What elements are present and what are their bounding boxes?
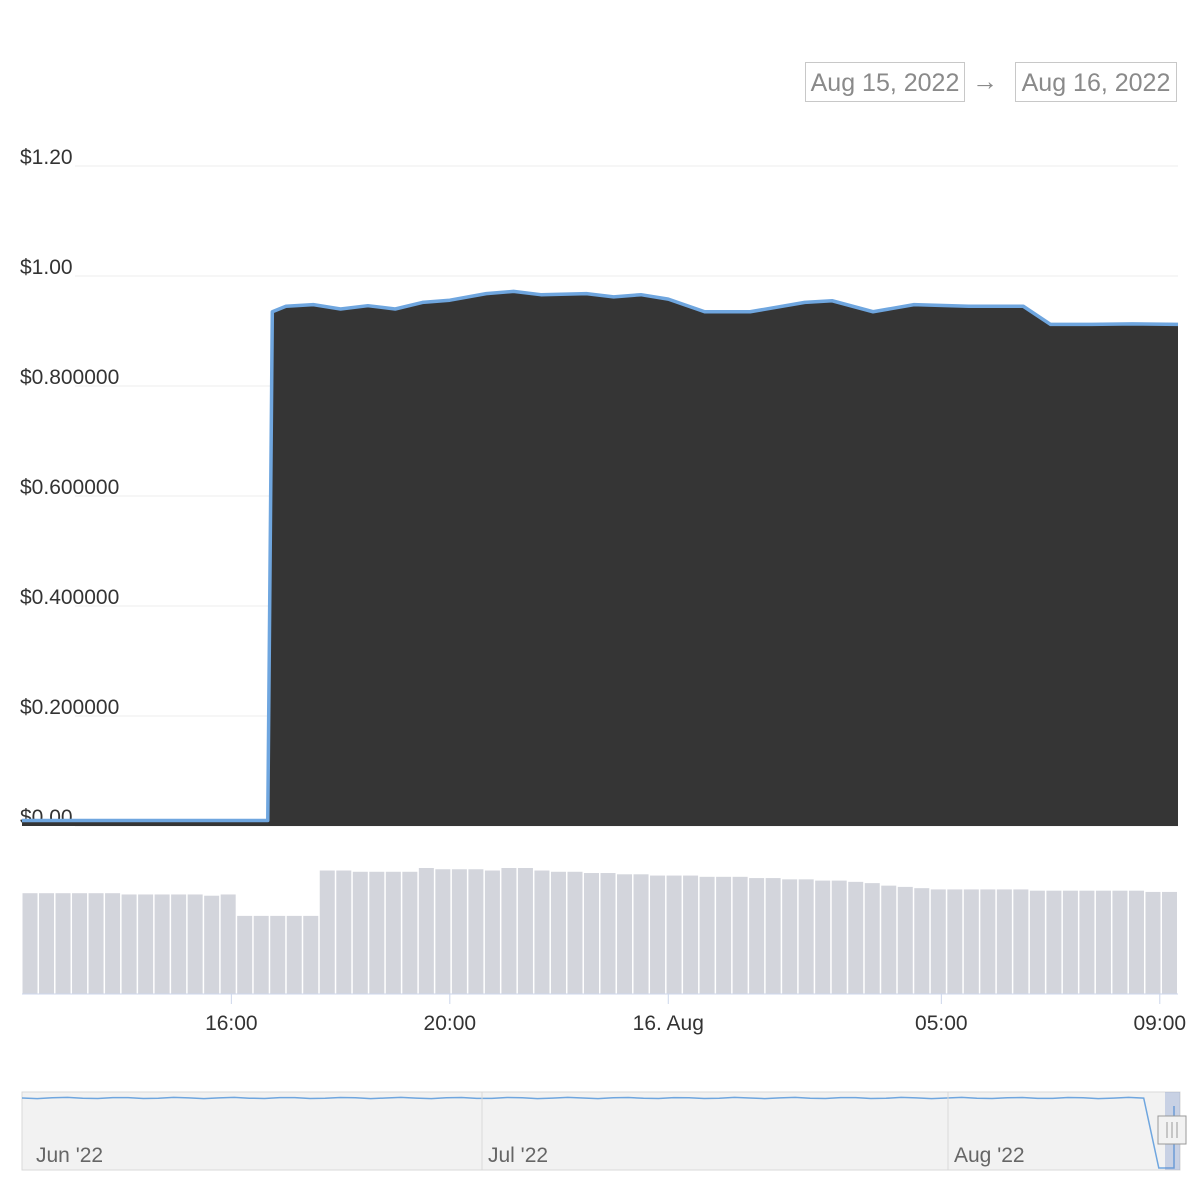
price-area [22,289,1179,826]
volume-bar [980,889,996,994]
volume-bar [831,880,847,994]
volume-bar [765,878,781,994]
volume-bar [138,894,154,994]
volume-bar [881,885,897,994]
price-area-fill [22,291,1178,826]
volume-bar [1095,890,1111,994]
volume-bar [220,894,236,994]
volume-bar [947,889,963,994]
volume-bar [204,895,220,994]
volume-bar [930,889,946,994]
volume-bar [286,915,302,994]
x-tick-label: 20:00 [424,1012,477,1035]
volume-bar [749,878,765,994]
volume-bar [1013,889,1029,994]
volume-bar [88,893,104,994]
volume-bar [517,868,533,994]
volume-bar [319,870,335,994]
navigator-tick-label: Jun '22 [36,1144,103,1167]
y-tick-label: $0.600000 [20,476,119,499]
volume-bar [484,870,500,994]
volume-bar [617,874,633,994]
volume-bar [864,883,880,994]
volume-bar [451,869,467,994]
x-tick-label: 09:00 [1134,1012,1187,1035]
y-tick-label: $1.20 [20,146,73,169]
volume-bar [303,915,319,994]
volume-bar [782,879,798,994]
volume-bar [418,868,434,994]
x-axis: 16:00 20:00 16. Aug 05:00 09:00 [22,993,1187,1035]
volume-bar [336,870,352,994]
volume-bars [22,868,1177,994]
range-arrow: → [972,66,998,96]
volume-bar [55,893,71,994]
volume-bar [369,871,385,994]
range-to-input[interactable]: Aug 16, 2022 [1015,62,1177,102]
volume-bar [633,874,649,994]
y-tick-label: $0.400000 [20,586,119,609]
navigator-background [21,1091,1181,1171]
y-tick-label: $1.00 [20,256,73,279]
navigator: Jun '22 Jul '22 Aug '22 [21,1091,1187,1171]
price-line [22,289,1179,823]
volume-bar [550,871,566,994]
y-axis-labels: $1.20 $1.00 $0.800000 $0.600000 $0.400000 $0.… [20,146,119,829]
volume-bar [105,893,121,994]
volume-bar [237,915,253,994]
volume-bar [848,881,864,994]
volume-bar [815,880,831,994]
volume-bar [567,871,583,994]
volume-bar [963,889,979,994]
volume-bar [1145,891,1161,994]
volume-bar [897,886,913,994]
volume-bar [22,893,38,994]
volume-bar [1029,890,1045,994]
volume-bar [253,915,269,994]
volume-bar [650,875,666,994]
volume-bar [385,871,401,994]
volume-bar [583,873,599,994]
navigator-line [21,1096,1175,1169]
navigator-tick-label: Jul '22 [488,1144,548,1167]
navigator-tick-label: Aug '22 [954,1144,1025,1167]
x-tick-label: 16. Aug [633,1012,704,1035]
volume-bar [914,888,930,994]
volume-bar [154,894,170,994]
volume-bar [600,873,616,994]
volume-bar [171,894,187,994]
volume-bar [1161,891,1177,994]
volume-bar [666,875,682,994]
volume-bar [39,893,55,994]
volume-bar [683,875,699,994]
y-tick-label: $0.200000 [20,696,119,719]
volume-bar [501,868,517,994]
y-tick-label: $0.800000 [20,366,119,389]
volume-bar [72,893,88,994]
volume-bar [187,894,203,994]
volume-bar [468,869,484,994]
volume-bar [1128,890,1144,994]
volume-bar [1062,890,1078,994]
volume-bar [402,871,418,994]
volume-bar [1112,890,1128,994]
x-tick-label: 16:00 [205,1012,258,1035]
range-from-input[interactable]: Aug 15, 2022 [805,62,965,102]
volume-bar [534,870,550,994]
volume-bar [121,894,137,994]
volume-bar [716,876,732,994]
volume-bar [1079,890,1095,994]
volume-bar [798,879,814,994]
volume-bar [699,876,715,994]
volume-bar [435,869,451,994]
volume-bar [352,871,368,994]
volume-bar [732,876,748,994]
x-tick-label: 05:00 [915,1012,968,1035]
volume-bar [270,915,286,994]
volume-bar [996,889,1012,994]
volume-bar [1046,890,1062,994]
